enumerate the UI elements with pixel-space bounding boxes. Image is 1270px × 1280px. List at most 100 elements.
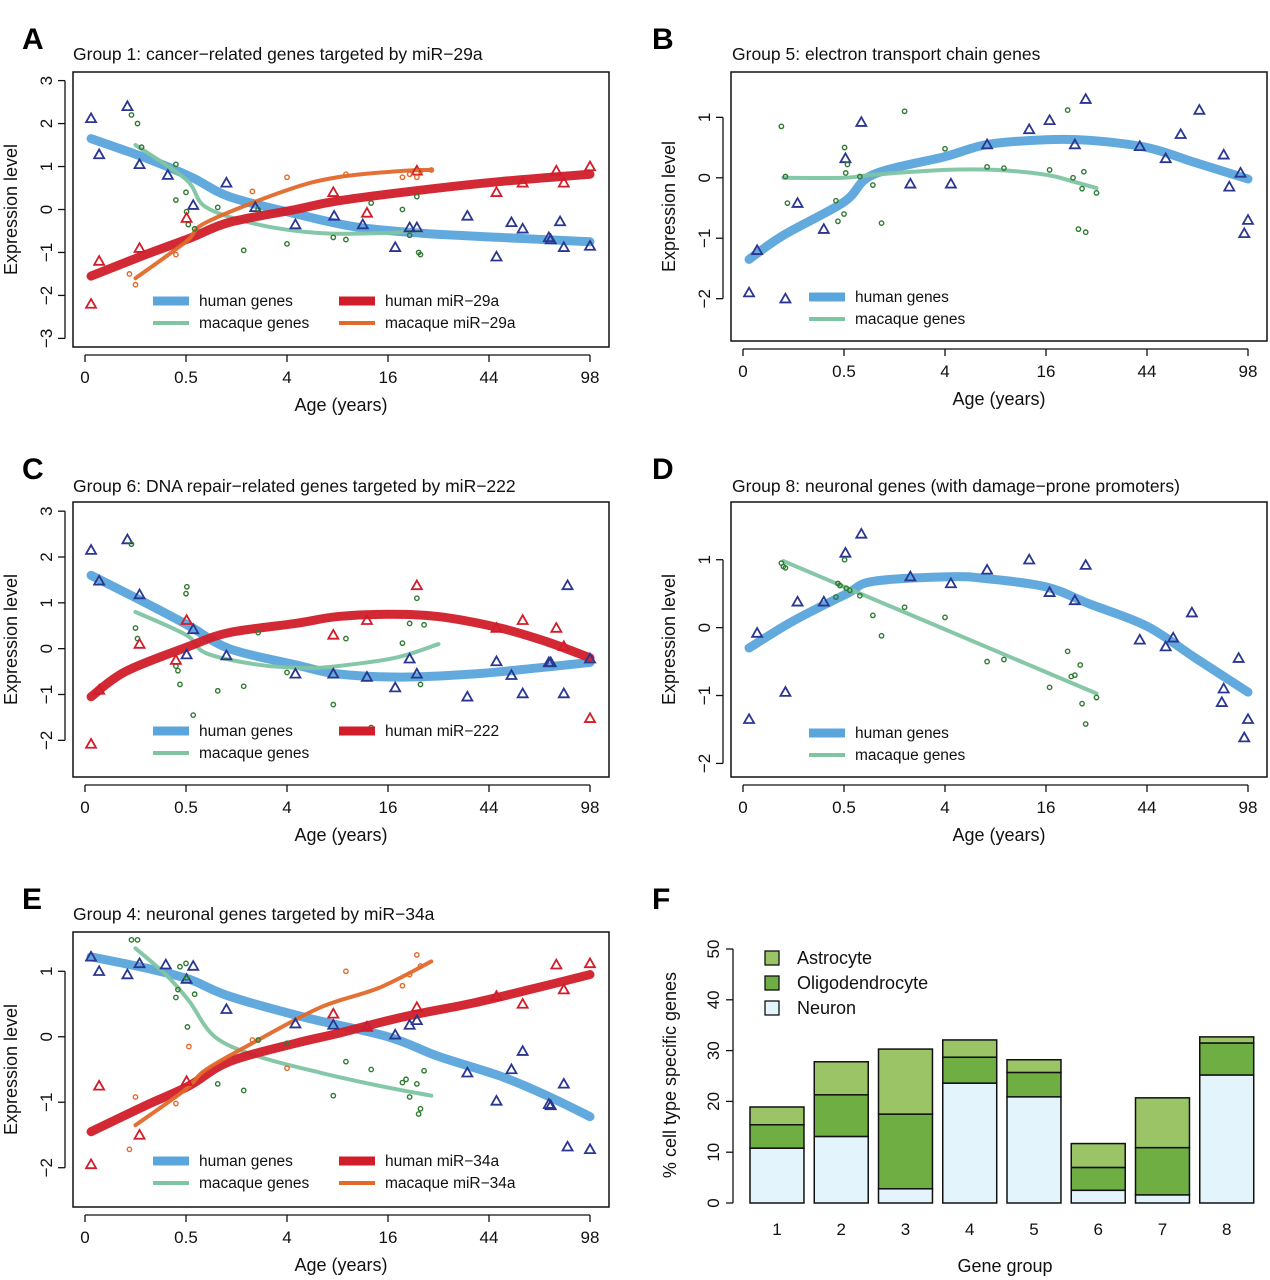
data-point-macaque-mir-points — [284, 1065, 290, 1072]
data-point-human-points — [84, 111, 98, 124]
data-point-macaque-points — [833, 197, 839, 204]
data-point-human-points — [92, 964, 106, 976]
x-tick-label: 16 — [1037, 798, 1056, 817]
data-point-human-points — [1217, 681, 1231, 694]
data-point-human-points — [92, 147, 106, 160]
data-point-macaque-points — [175, 986, 181, 993]
data-point-macaque-points — [1001, 165, 1007, 172]
data-point-macaque-points — [782, 173, 789, 180]
data-point-macaque-points — [284, 240, 290, 247]
y-tick-label: −1 — [37, 685, 56, 704]
bar-segment-astrocyte — [1134, 1097, 1191, 1149]
data-point-macaque-points — [984, 658, 990, 665]
legend-label: human genes — [199, 723, 293, 740]
data-point-human-mir-points — [326, 1007, 340, 1019]
data-point-macaque-points — [240, 247, 247, 254]
legend: Astrocyte Oligodendrocyte Neuron — [764, 948, 928, 1018]
data-point-human-points — [1232, 651, 1246, 663]
x-tick-label: 16 — [379, 368, 398, 387]
data-point-human-mir-points — [583, 159, 597, 172]
data-point-human-points — [1068, 593, 1082, 606]
x-tick-label: 1 — [772, 1220, 781, 1239]
y-axis-label: Expression level — [659, 141, 679, 272]
data-point-macaque-mir-points — [284, 174, 290, 181]
data-point-human-points — [1022, 552, 1036, 565]
data-point-human-points — [504, 1062, 518, 1075]
data-point-human-mir-points — [180, 211, 194, 223]
data-point-human-points — [489, 654, 504, 667]
y-tick-label: −2 — [37, 1158, 56, 1177]
legend-label: human genes — [855, 289, 949, 306]
data-point-macaque-points — [784, 200, 791, 207]
series-line-human-genes — [744, 572, 1253, 697]
data-point-human-points — [1237, 730, 1251, 743]
bar-group — [877, 1048, 934, 1204]
data-point-human-points — [1043, 113, 1057, 126]
data-point-macaque-mir-points — [249, 188, 256, 195]
panel-title: Group 1: cancer−related genes targeted b… — [73, 44, 483, 64]
bar-segment-neuron — [1006, 1096, 1062, 1204]
x-tick-label: 4 — [282, 1228, 291, 1247]
bar-segment-astrocyte — [813, 1061, 869, 1096]
data-point-human-points — [516, 1044, 530, 1056]
bar-segment-oligodendrocyte — [1006, 1071, 1062, 1098]
data-point-macaque-points — [778, 123, 785, 130]
y-tick-label: 3 — [37, 506, 56, 515]
data-point-macaque-points — [1079, 185, 1085, 192]
data-point-macaque-points — [399, 640, 406, 647]
x-tick-label: 0.5 — [174, 798, 198, 817]
data-point-macaque-points — [240, 683, 247, 690]
data-point-macaque-points — [284, 1040, 290, 1047]
bar-segment-astrocyte — [942, 1039, 998, 1058]
data-point-human-points — [186, 622, 200, 635]
data-point-macaque-points — [417, 1105, 424, 1112]
data-point-human-points — [1241, 213, 1255, 225]
x-tick-label: 98 — [1239, 798, 1258, 817]
data-point-human-points — [410, 1013, 424, 1026]
y-tick-label: −1 — [37, 243, 56, 262]
data-point-human-points — [980, 137, 994, 150]
bar-segment-astrocyte — [1070, 1142, 1126, 1169]
data-point-human-mir-points — [557, 639, 571, 652]
x-tick-label: 7 — [1158, 1220, 1167, 1239]
data-point-human-points — [903, 177, 917, 189]
x-tick-label: 0 — [738, 798, 747, 817]
y-tick-label: −3 — [37, 329, 56, 348]
x-tick-label: 98 — [581, 1228, 600, 1247]
data-point-macaque-points — [1064, 648, 1071, 655]
data-point-macaque-points — [284, 669, 290, 676]
bar-segment-oligodendrocyte — [877, 1113, 934, 1190]
y-tick-label: 1 — [37, 967, 56, 976]
data-point-human-points — [1079, 92, 1093, 104]
y-tick-label: 2 — [37, 552, 56, 561]
data-point-human-mir-points — [326, 185, 340, 197]
data-point-human-points — [460, 209, 474, 221]
legend-label: human genes — [199, 1153, 293, 1170]
data-point-macaque-points — [330, 1092, 337, 1099]
data-point-macaque-points — [403, 1076, 409, 1083]
data-point-human-points — [750, 243, 764, 255]
x-axis-label: Age (years) — [952, 825, 1045, 845]
data-point-macaque-points — [417, 251, 424, 258]
legend-label: Neuron — [797, 998, 856, 1018]
data-point-human-mir-points — [84, 297, 98, 309]
data-point-macaque-points — [413, 193, 420, 200]
data-point-macaque-points — [1079, 700, 1085, 707]
data-point-macaque-points — [1046, 167, 1053, 173]
data-point-macaque-points — [842, 170, 849, 176]
data-point-human-points — [180, 647, 194, 660]
panel-label: A — [22, 23, 44, 56]
data-point-macaque-mir-points — [126, 271, 133, 277]
data-point-human-points — [120, 967, 134, 980]
data-point-human-points — [1043, 585, 1057, 597]
plot-frame — [72, 501, 610, 778]
data-point-human-mir-points — [360, 613, 374, 625]
x-tick-label: 44 — [480, 1228, 499, 1247]
x-tick-label: 0 — [80, 798, 89, 817]
data-point-macaque-points — [856, 592, 863, 599]
legend-label: macaque genes — [855, 747, 966, 764]
y-tick-label: 1 — [37, 162, 56, 171]
data-point-human-points — [944, 576, 958, 589]
legend-swatch-neuron — [764, 1000, 780, 1016]
data-point-macaque-points — [343, 635, 349, 642]
